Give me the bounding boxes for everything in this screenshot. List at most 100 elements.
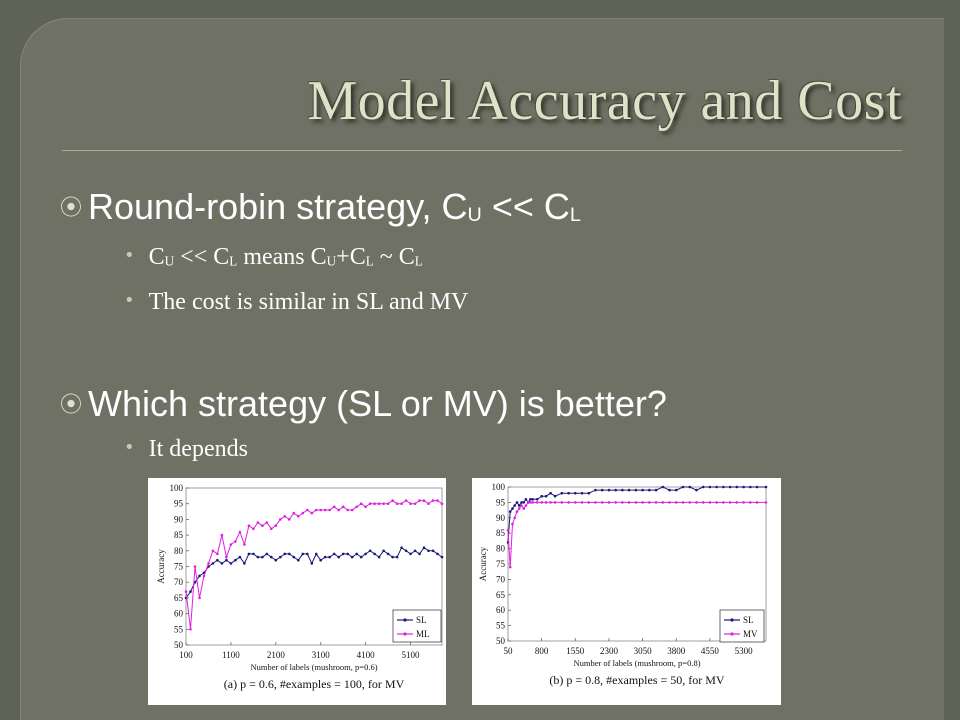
data-point-sl [540, 494, 543, 498]
data-point-sl [306, 552, 309, 556]
y-tick-label: 65 [174, 593, 184, 603]
x-axis-label: Number of labels (mushroom, p=0.6) [250, 662, 377, 672]
data-point-ml [310, 511, 314, 515]
data-point-sl [522, 501, 525, 504]
x-tick-label: 2300 [600, 646, 619, 656]
legend-marker [403, 632, 407, 636]
y-tick-label: 70 [496, 574, 506, 584]
data-point-sl [654, 488, 658, 492]
data-point-ml [261, 524, 264, 527]
data-point-sl [668, 488, 671, 492]
x-tick-label: 5100 [402, 650, 421, 660]
y-tick-label: 95 [174, 499, 184, 509]
data-point-sl [742, 485, 745, 489]
x-tick-label: 4100 [357, 650, 376, 660]
data-point-sl [332, 552, 336, 556]
circle-bullet-icon: ⦿ [60, 196, 83, 221]
data-point-ml [184, 590, 188, 593]
data-point-sl [722, 485, 725, 489]
bullet-text-pre: Round-robin strategy, C [88, 186, 468, 227]
data-point-sl [261, 555, 264, 559]
data-point-ml [301, 511, 305, 515]
data-point-ml [283, 515, 287, 518]
data-point-mv [654, 501, 658, 504]
y-tick-label: 85 [174, 530, 184, 540]
data-point-sl [661, 485, 665, 489]
data-point-sl [377, 555, 381, 559]
data-point-ml [440, 502, 444, 505]
y-tick-label: 50 [496, 636, 506, 646]
data-point-sl [252, 552, 255, 556]
data-point-sl [283, 552, 287, 556]
data-point-sl [508, 510, 512, 513]
data-point-ml [355, 505, 358, 509]
data-point-sl [520, 501, 523, 504]
data-point-sl [288, 552, 291, 556]
data-point-mv [513, 516, 516, 520]
data-point-mv [722, 501, 725, 504]
bullet-which-strategy: ⦿ Which strategy (SL or MV) is better? [60, 383, 667, 425]
data-point-mv [553, 501, 557, 504]
data-point-mv [668, 501, 671, 504]
bullet-text: It depends [148, 436, 248, 462]
data-point-ml [404, 499, 408, 502]
data-point-mv [531, 501, 534, 504]
y-tick-label: 60 [496, 605, 506, 615]
data-point-sl [270, 555, 273, 559]
data-point-ml [207, 562, 210, 565]
data-point-mv [634, 501, 638, 504]
data-point-ml [256, 521, 260, 524]
sub-bullet-depends: • It depends [124, 436, 248, 463]
y-axis-label: Accuracy [478, 546, 488, 581]
data-point-sl [513, 504, 516, 507]
data-point-ml [247, 524, 251, 527]
y-tick-label: 80 [496, 544, 506, 554]
data-point-ml [193, 565, 197, 568]
data-point-sl [764, 485, 768, 489]
data-point-sl [391, 555, 394, 559]
data-point-mv [529, 501, 532, 504]
data-point-sl [529, 498, 532, 501]
data-point-mv [580, 501, 584, 504]
data-point-sl [216, 558, 219, 562]
data-point-ml [395, 502, 399, 505]
data-point-sl [346, 552, 349, 556]
data-point-ml [216, 552, 219, 556]
data-point-mv [614, 501, 617, 504]
data-point-sl [386, 552, 390, 556]
data-point-sl [755, 485, 759, 489]
dot-bullet-icon: • [124, 290, 135, 311]
bullet-text: Which strategy (SL or MV) is better? [88, 383, 667, 424]
data-point-mv [517, 507, 521, 510]
y-tick-label: 80 [174, 546, 184, 556]
x-tick-label: 1100 [222, 650, 240, 660]
data-point-sl [708, 485, 712, 489]
data-point-sl [627, 488, 631, 492]
data-point-sl [274, 558, 278, 562]
y-tick-label: 65 [496, 590, 506, 600]
data-point-ml [431, 499, 435, 502]
data-point-sl [238, 555, 242, 559]
data-point-sl [292, 555, 296, 559]
x-tick-label: 3100 [312, 650, 331, 660]
chart-panel-b: 100 95 90 85 80 75 70 65 60 55 50 50 800 1550 2300 3050… [472, 478, 781, 705]
legend-marker [730, 632, 734, 636]
chart-caption: (a) p = 0.6, #examples = 100, for MV [224, 677, 405, 691]
data-point-ml [234, 540, 237, 543]
data-point-sl [735, 485, 739, 489]
data-point-mv [749, 501, 752, 504]
data-point-sl [749, 485, 752, 489]
data-point-mv [675, 501, 678, 504]
data-point-mv [544, 501, 548, 504]
data-point-mv [755, 501, 759, 504]
x-tick-label: 3800 [667, 646, 686, 656]
data-point-ml [306, 508, 309, 512]
data-point-mv [594, 501, 597, 504]
data-point-mv [600, 501, 604, 504]
x-axis-label: Number of labels (mushroom, p=0.8) [573, 658, 700, 668]
data-point-sl [364, 552, 367, 556]
data-point-mv [524, 504, 528, 507]
y-tick-label: 55 [174, 624, 184, 634]
data-point-mv [607, 501, 611, 504]
data-point-ml [368, 502, 372, 505]
